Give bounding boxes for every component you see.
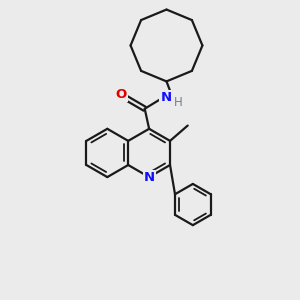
Text: O: O [116,88,127,101]
Text: H: H [174,96,183,110]
Text: N: N [144,171,155,184]
Text: N: N [160,91,172,104]
